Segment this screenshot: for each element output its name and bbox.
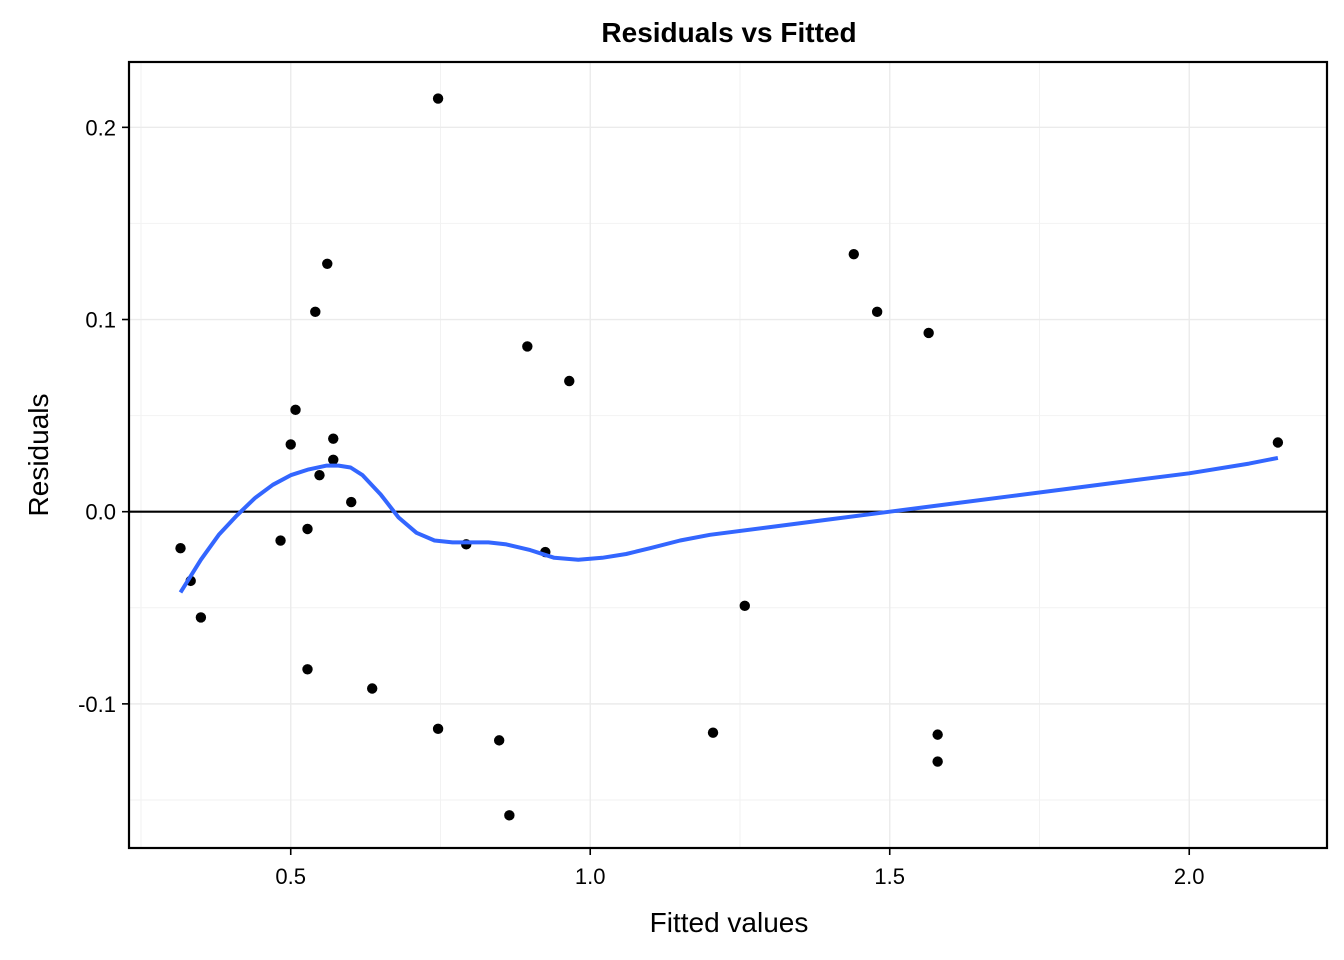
data-point: [290, 404, 301, 416]
y-tick-label: -0.1: [78, 692, 116, 717]
chart-title: Residuals vs Fitted: [601, 17, 856, 48]
y-tick-label: 0.0: [85, 500, 116, 525]
data-point: [328, 454, 339, 466]
data-point: [848, 248, 859, 260]
minor-gridlines: [129, 62, 1327, 848]
data-point: [493, 735, 505, 746]
y-axis-title: Residuals: [23, 394, 54, 517]
data-point: [302, 523, 313, 535]
data-point: [739, 600, 750, 612]
x-tick-label: 1.5: [874, 864, 905, 889]
x-tick-label: 2.0: [1174, 864, 1205, 889]
x-axis-title: Fitted values: [650, 907, 809, 938]
data-point: [310, 306, 321, 318]
x-tick-label: 1.0: [575, 864, 606, 889]
data-point: [346, 496, 357, 508]
y-tick-label: 0.2: [85, 115, 116, 140]
data-point: [504, 810, 515, 821]
data-point: [322, 258, 333, 269]
data-point: [932, 729, 943, 740]
panel-border: [127, 60, 1329, 850]
data-point: [432, 93, 444, 104]
data-point: [432, 723, 444, 735]
data-point: [314, 469, 325, 481]
data-point: [871, 306, 883, 318]
y-axis-ticks: -0.1 0.0 0.1 0.2: [78, 115, 129, 717]
data-point: [366, 683, 378, 694]
x-axis-ticks: 0.5 1.0 1.5 2.0: [275, 848, 1205, 889]
data-point: [275, 535, 286, 546]
data-point: [175, 543, 186, 554]
data-point: [522, 341, 533, 352]
y-tick-label: 0.1: [85, 308, 116, 333]
x-tick-label: 0.5: [275, 864, 306, 889]
data-point: [195, 612, 207, 623]
data-point: [1272, 437, 1284, 448]
data-point: [328, 433, 339, 444]
data-point: [932, 756, 943, 767]
data-point: [564, 375, 575, 387]
data-point: [707, 727, 719, 738]
smooth-trend-line: [178, 455, 1279, 594]
data-point: [302, 664, 313, 675]
data-point: [285, 439, 296, 450]
data-point: [923, 327, 934, 339]
